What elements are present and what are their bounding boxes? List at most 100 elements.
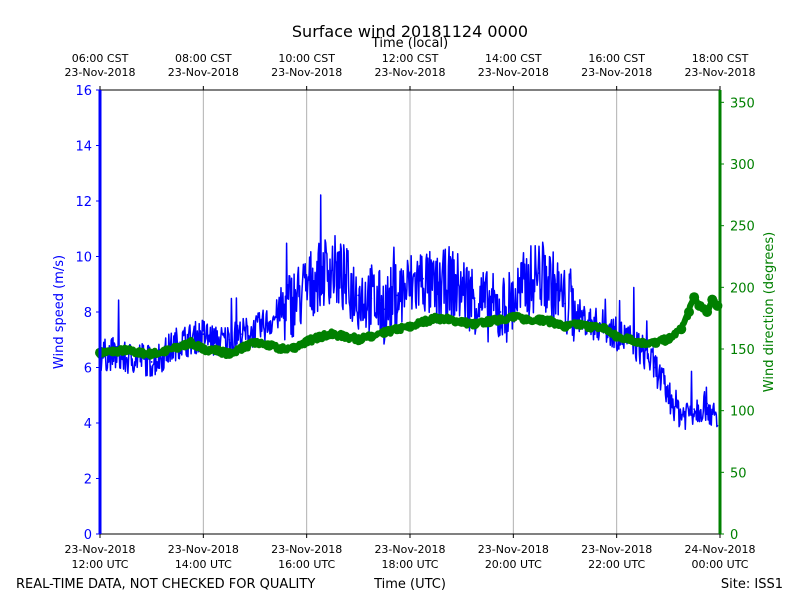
direction-point (301, 336, 312, 347)
left-tick-label: 12 (75, 195, 92, 210)
direction-point (198, 344, 209, 354)
direction-point (684, 307, 694, 317)
direction-point (611, 331, 622, 342)
direction-point (392, 324, 403, 335)
speed-point (693, 408, 696, 411)
left-tick-label: 10 (75, 251, 92, 266)
direction-point (327, 329, 338, 340)
direction-point (443, 314, 454, 325)
left-tick-label: 0 (84, 528, 92, 543)
speed-point (344, 280, 347, 283)
top-axis-label: Time (local) (371, 36, 448, 51)
speed-point (396, 294, 398, 297)
direction-point (585, 321, 596, 332)
direction-point (689, 292, 700, 303)
top-tick-time: 14:00 CST (485, 52, 542, 65)
direction-point (185, 337, 196, 348)
direction-point (237, 342, 248, 353)
speed-point (292, 300, 295, 302)
right-tick-label: 150 (730, 343, 755, 358)
speed-point (383, 308, 386, 311)
speed-point (525, 283, 528, 286)
speed-point (499, 311, 502, 313)
speed-point (486, 305, 489, 308)
direction-point (107, 346, 118, 357)
direction-point (663, 334, 674, 345)
direction-point (598, 323, 609, 334)
bottom-tick-date: 23-Nov-2018 (271, 543, 342, 556)
speed-point (318, 272, 321, 275)
direction-point (133, 347, 144, 358)
bottom-tick-time: 00:00 UTC (691, 558, 748, 571)
direction-point (650, 337, 661, 348)
quality-notice: REAL-TIME DATA, NOT CHECKED FOR QUALITY (16, 577, 315, 592)
site-label: Site: ISS1 (721, 577, 783, 592)
top-tick-time: 06:00 CST (72, 52, 129, 65)
left-tick-label: 4 (84, 417, 92, 432)
speed-point (422, 277, 424, 280)
top-tick-date: 23-Nov-2018 (684, 66, 755, 79)
bottom-tick-date: 23-Nov-2018 (478, 543, 549, 556)
direction-point (676, 324, 687, 335)
bottom-tick-date: 23-Nov-2018 (168, 543, 239, 556)
direction-point (560, 321, 570, 332)
top-tick-date: 23-Nov-2018 (581, 66, 652, 79)
axis-ticks: 23-Nov-2018 12:00 UTC 23-Nov-2018 14:00 UTC… (64, 52, 755, 571)
speed-point (124, 358, 127, 361)
direction-point (624, 334, 635, 345)
speed-point (254, 330, 256, 333)
bottom-tick-time: 16:00 UTC (278, 558, 335, 571)
bottom-tick-time: 14:00 UTC (175, 558, 232, 571)
direction-point (366, 331, 377, 342)
right-tick-label: 50 (730, 466, 747, 481)
wind-speed-series (99, 89, 719, 534)
speed-point (228, 338, 231, 341)
right-tick-label: 100 (730, 405, 755, 420)
direction-point (694, 300, 705, 311)
right-tick-label: 0 (730, 528, 738, 543)
speed-point (279, 311, 282, 313)
speed-point (564, 302, 566, 305)
speed-point (654, 366, 657, 369)
right-tick-label: 250 (730, 220, 755, 235)
top-tick-time: 18:00 CST (692, 52, 749, 65)
bottom-tick-date: 23-Nov-2018 (581, 543, 652, 556)
chart-title: Surface wind 20181124 0000 (292, 22, 528, 41)
direction-point (534, 314, 545, 325)
speed-point (473, 297, 476, 300)
speed-point (305, 288, 308, 291)
speed-point (409, 286, 411, 288)
direction-point (159, 346, 170, 357)
direction-point (417, 316, 428, 327)
speed-point (716, 424, 719, 427)
direction-point (379, 327, 390, 338)
speed-point (370, 297, 373, 300)
direction-point (637, 337, 648, 348)
direction-point (702, 307, 713, 317)
top-tick-date: 23-Nov-2018 (478, 66, 549, 79)
direction-point (146, 348, 157, 359)
top-tick-date: 23-Nov-2018 (168, 66, 239, 79)
speed-point (512, 300, 515, 302)
top-tick-date: 23-Nov-2018 (64, 66, 135, 79)
left-tick-label: 16 (75, 84, 92, 99)
speed-point (538, 272, 541, 275)
direction-point (521, 314, 532, 325)
speed-point (460, 288, 463, 291)
direction-point (314, 331, 325, 342)
direction-point (211, 345, 222, 356)
wind-direction-series (95, 292, 723, 360)
speed-point (551, 283, 553, 286)
speed-line (99, 89, 718, 534)
direction-point (250, 337, 260, 348)
direction-point (172, 342, 183, 353)
bottom-tick-time: 20:00 UTC (485, 558, 542, 571)
bottom-tick-time: 22:00 UTC (588, 558, 645, 571)
y-axis-label-right: Wind direction (degrees) (762, 232, 777, 392)
direction-point (469, 319, 480, 330)
direction-point (456, 316, 467, 327)
left-tick-label: 2 (84, 473, 92, 488)
direction-point (572, 319, 583, 330)
bottom-tick-time: 18:00 UTC (381, 558, 438, 571)
x-axis-label: Time (UTC) (373, 577, 446, 592)
